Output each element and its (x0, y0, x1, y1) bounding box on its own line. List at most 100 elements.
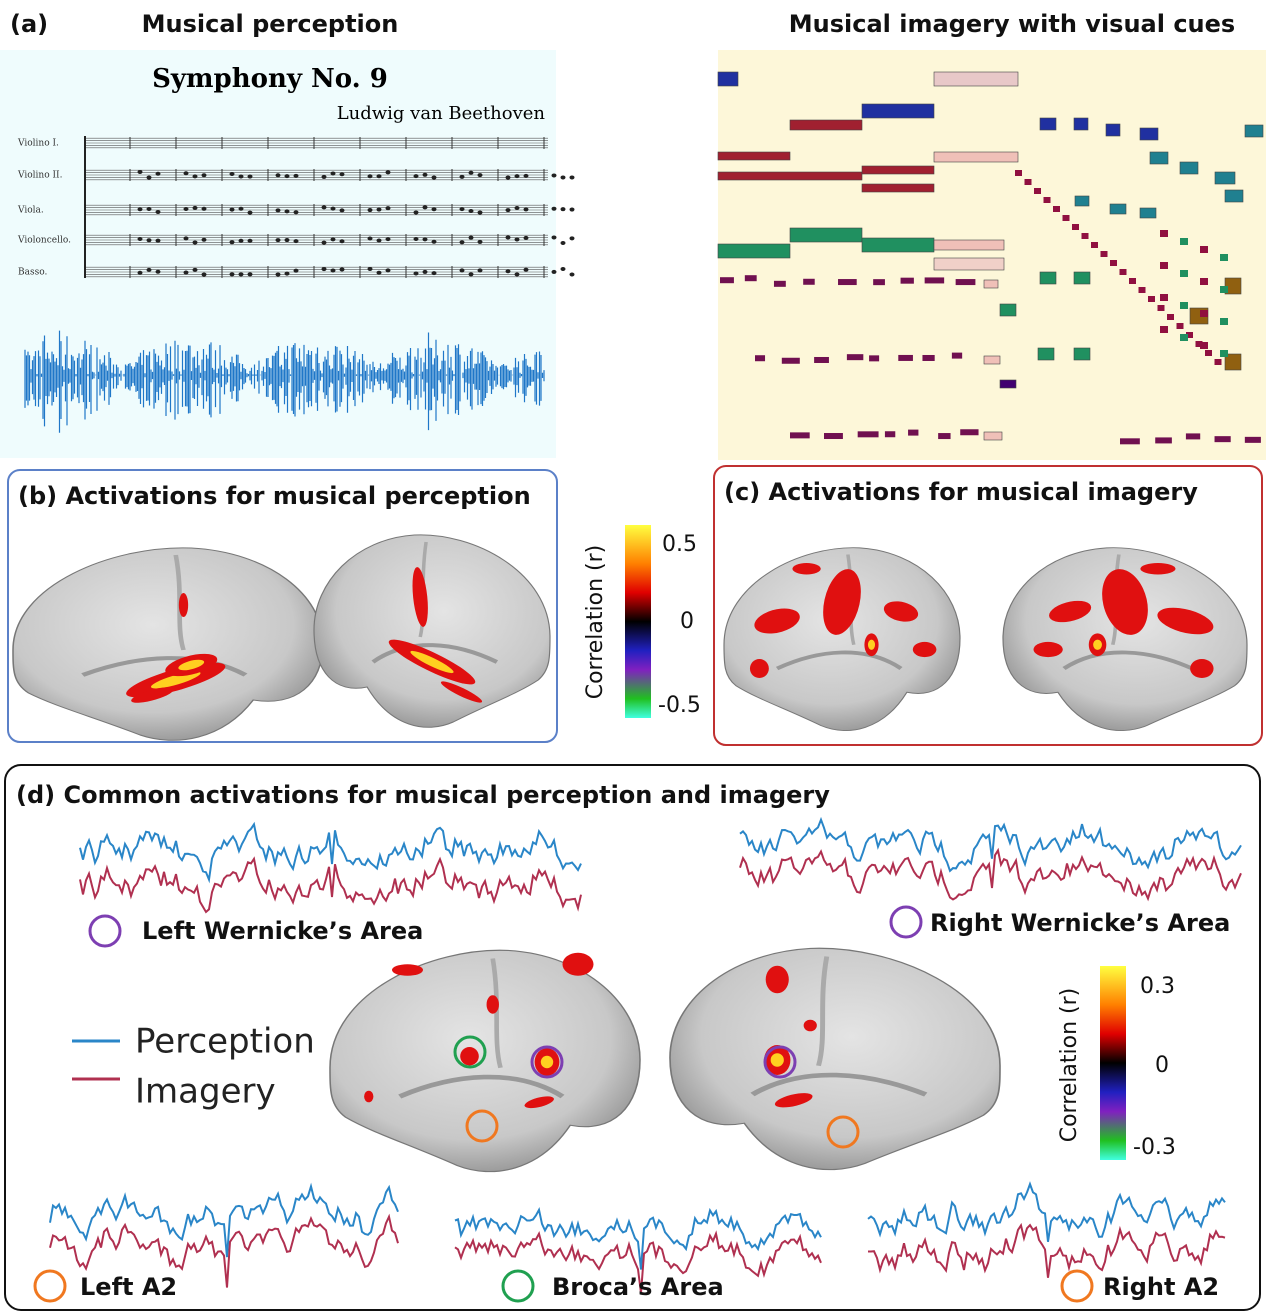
note-block (1138, 287, 1146, 293)
note (468, 235, 474, 240)
note-block (922, 354, 935, 361)
panel-label: (a) (10, 10, 48, 38)
note-block (1139, 127, 1159, 141)
region-marker (501, 1269, 535, 1303)
note (247, 238, 253, 243)
region-marker (88, 914, 122, 948)
note-block (1072, 224, 1079, 230)
note-block (717, 151, 791, 161)
note (560, 175, 566, 180)
region-label: Broca’s Area (552, 1273, 724, 1301)
note-block (1120, 438, 1140, 445)
note-block (900, 277, 914, 284)
note-block (1176, 323, 1184, 329)
activation (1157, 607, 1214, 635)
colorbar-tick: 0 (680, 609, 694, 634)
note-block (1200, 278, 1208, 285)
note (321, 240, 327, 245)
note (560, 207, 566, 212)
perception-trace (49, 1182, 399, 1258)
note-block (898, 354, 913, 361)
note (137, 170, 143, 175)
region-label: Right A2 (1103, 1273, 1219, 1301)
brains (12, 534, 1248, 1173)
note (477, 173, 483, 178)
note (459, 207, 465, 212)
note-block (1220, 254, 1228, 261)
note (385, 237, 391, 242)
activation (1102, 569, 1148, 635)
note-block (884, 431, 896, 438)
note-block (999, 303, 1017, 317)
perception-trace (454, 1206, 822, 1270)
note (385, 268, 391, 273)
note-block (1110, 260, 1117, 266)
note-block (789, 119, 863, 131)
cortex (12, 547, 324, 741)
note-block (1160, 326, 1168, 333)
activation (1049, 600, 1092, 623)
note-block (1220, 286, 1228, 293)
note (569, 272, 575, 277)
note (229, 171, 235, 176)
note-block (1091, 242, 1098, 248)
note-block (1180, 334, 1188, 341)
note-block (1157, 305, 1165, 311)
note (339, 267, 345, 272)
time-series (49, 816, 1242, 1294)
note (569, 175, 575, 180)
panel-d-frame (4, 764, 1261, 1311)
note (293, 210, 299, 215)
note (514, 237, 520, 242)
cortex (723, 547, 961, 732)
note-block (720, 277, 734, 284)
note (201, 237, 207, 242)
imagery-trace (868, 1222, 1226, 1278)
perception-trace (79, 821, 582, 884)
note-block (1224, 189, 1244, 203)
sulcus (1062, 650, 1194, 671)
sulcus (775, 650, 903, 671)
note-block (983, 279, 999, 289)
note-block (1015, 170, 1022, 176)
note-block (861, 165, 935, 175)
note (330, 268, 336, 273)
perception-trace (739, 816, 1242, 873)
waveform-path (24, 330, 545, 433)
region-marker (763, 1045, 797, 1079)
region-marker (453, 1035, 487, 1069)
note (431, 175, 437, 180)
note-block (1081, 233, 1089, 239)
colorbar (625, 525, 651, 718)
instrument-name: Basso. (18, 268, 47, 278)
activation (178, 593, 189, 617)
note-block (1244, 124, 1264, 138)
note (413, 210, 419, 215)
note (293, 268, 299, 273)
cortex (313, 534, 551, 728)
activation (131, 687, 174, 703)
sulcus (398, 1074, 565, 1099)
note (376, 174, 382, 179)
note (431, 271, 437, 276)
note-block (755, 355, 766, 362)
cortex (329, 949, 641, 1173)
note (569, 207, 575, 212)
sulcus (490, 958, 503, 1069)
activation-peak (410, 650, 454, 674)
note (146, 207, 152, 212)
note (229, 240, 235, 245)
region-marker (33, 1269, 67, 1303)
colorbar-tick: -0.5 (658, 693, 701, 718)
note-block (790, 432, 810, 439)
note (468, 170, 474, 175)
note-block (1214, 359, 1222, 365)
note-block (1074, 195, 1090, 207)
note-block (1214, 436, 1231, 443)
score-title: Symphony No. 9 (152, 64, 388, 94)
note (468, 272, 474, 277)
note-block (1195, 341, 1203, 347)
note (385, 170, 391, 175)
brain (12, 547, 324, 741)
